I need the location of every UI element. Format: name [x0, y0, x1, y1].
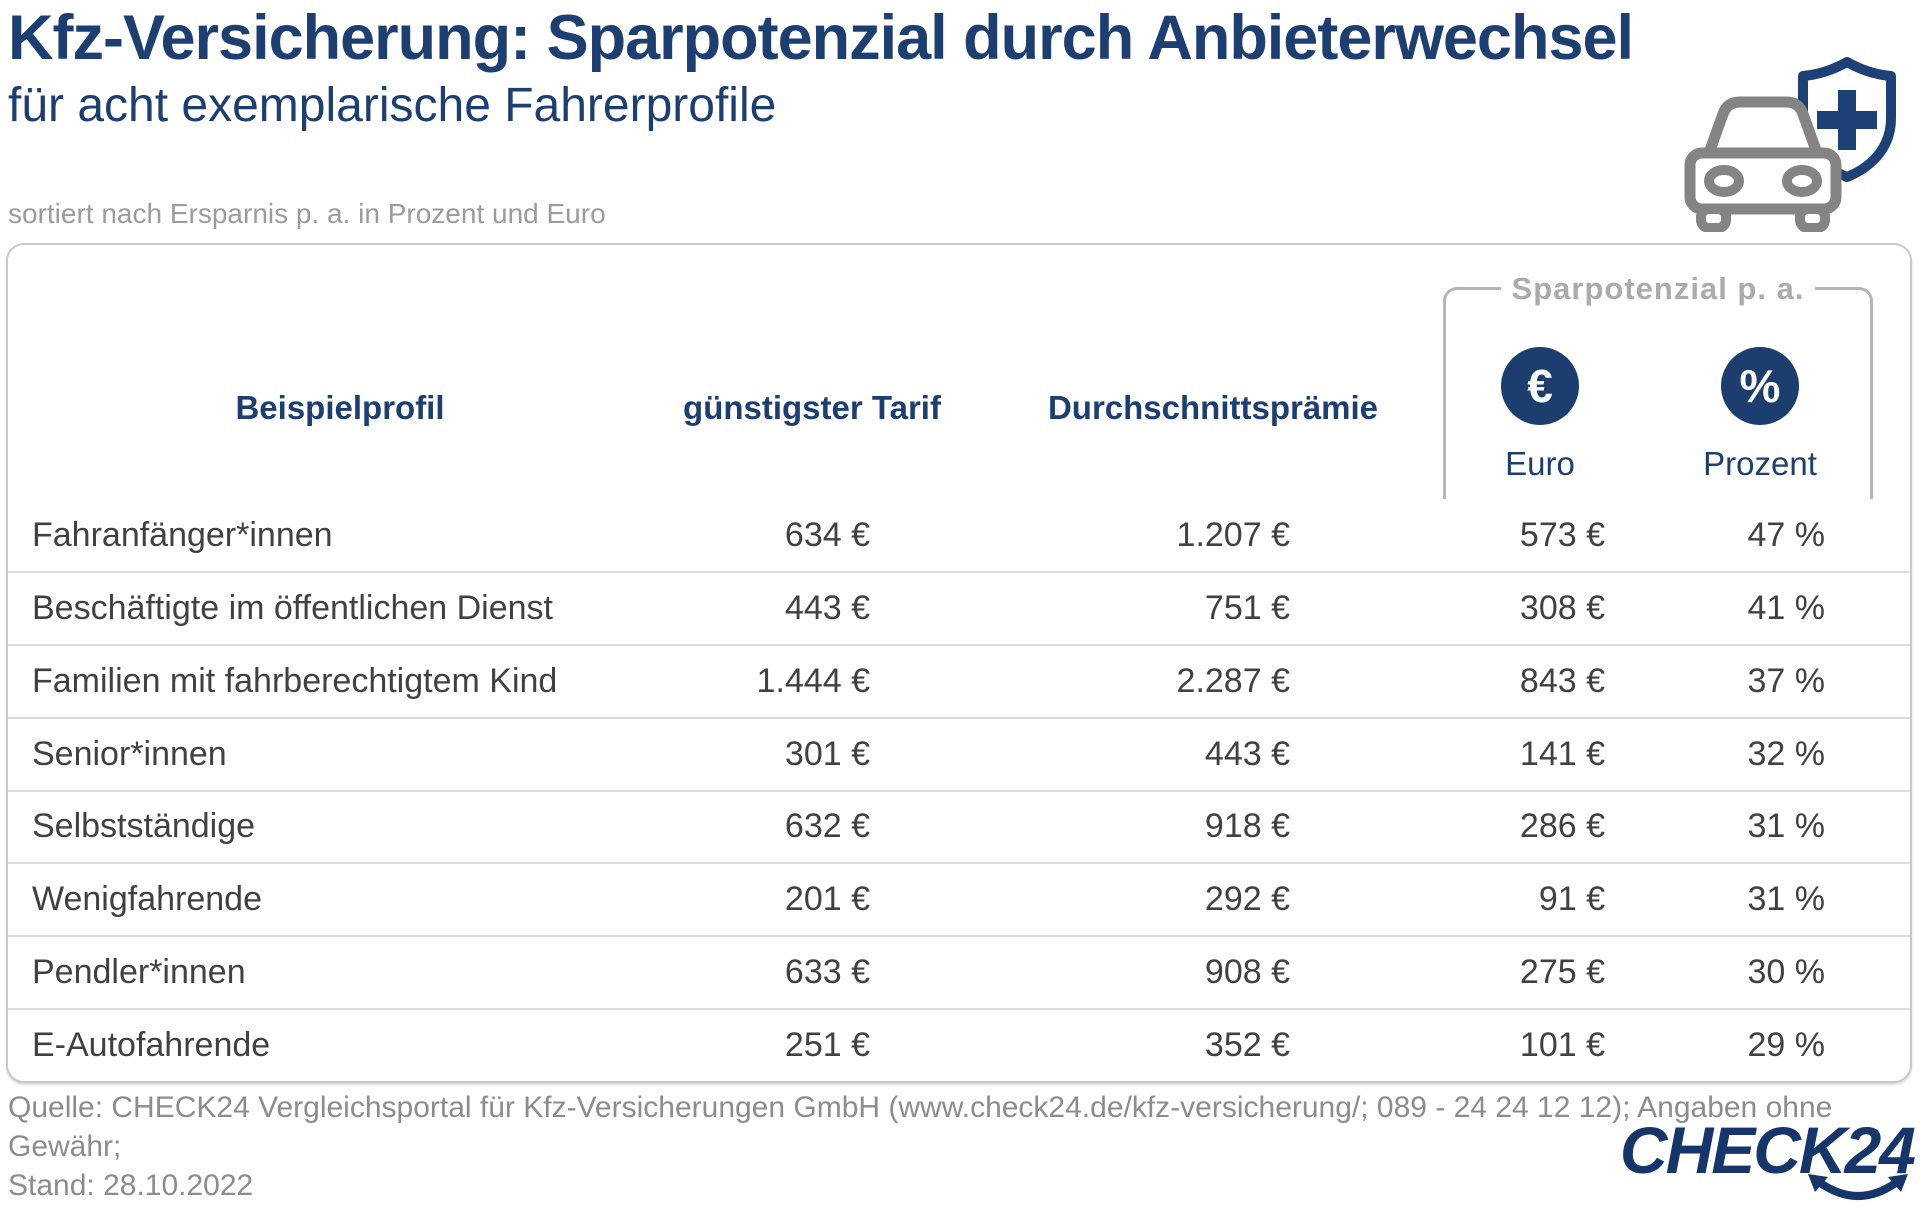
row-profile: Senior*innen	[32, 734, 227, 773]
check24-logo-text: CHECK24	[1619, 1113, 1916, 1187]
row-savings-percent: 32 %	[1747, 734, 1826, 773]
row-savings-percent: 41 %	[1747, 588, 1826, 627]
row-savings-euro: 101 €	[1519, 1026, 1605, 1065]
table-row: Senior*innen 301 € 443 € 141 € 32 %	[8, 716, 1910, 790]
page-subtitle: für acht exemplarische Fahrerprofile	[8, 79, 777, 132]
source-line-2: Stand: 28.10.2022	[8, 1169, 254, 1202]
row-cheapest-tariff: 1.444 €	[756, 661, 870, 700]
row-average-premium: 751 €	[1204, 588, 1290, 627]
table-row: Familien mit fahrberechtigtem Kind 1.444…	[8, 643, 1910, 717]
table-rows: Fahranfänger*innen 634 € 1.207 € 573 € 4…	[8, 500, 1910, 1081]
page-title: Kfz-Versicherung: Sparpotenzial durch An…	[8, 3, 1634, 73]
column-header-profile: Beispielprofil	[235, 389, 445, 426]
row-cheapest-tariff: 301 €	[784, 734, 870, 773]
savings-bracket-left	[1443, 287, 1501, 499]
row-average-premium: 2.287 €	[1176, 661, 1290, 700]
table-row: Selbstständige 632 € 918 € 286 € 31 %	[8, 789, 1910, 863]
savings-group-label: Sparpotenzial p. a.	[1511, 271, 1805, 306]
row-average-premium: 443 €	[1204, 734, 1290, 773]
euro-column-label: Euro	[1505, 445, 1575, 482]
row-profile: Beschäftigte im öffentlichen Dienst	[32, 588, 553, 627]
check24-logo: CHECK24	[1584, 1112, 1916, 1204]
row-profile: Pendler*innen	[32, 953, 246, 992]
row-average-premium: 918 €	[1204, 807, 1290, 846]
table-row: E-Autofahrende 251 € 352 € 101 € 29 %	[8, 1008, 1910, 1081]
row-savings-euro: 141 €	[1519, 734, 1605, 773]
euro-symbol: €	[1527, 360, 1553, 412]
table-row: Wenigfahrende 201 € 292 € 91 € 31 %	[8, 862, 1910, 935]
row-profile: Fahranfänger*innen	[32, 515, 333, 554]
row-average-premium: 908 €	[1204, 953, 1290, 992]
row-savings-euro: 286 €	[1519, 807, 1605, 846]
sort-note: sortiert nach Ersparnis p. a. in Prozent…	[8, 198, 606, 229]
table-row: Pendler*innen 633 € 908 € 275 € 30 %	[8, 935, 1910, 1008]
row-savings-percent: 30 %	[1747, 953, 1826, 992]
row-savings-percent: 29 %	[1747, 1026, 1826, 1065]
row-profile: Selbstständige	[32, 807, 256, 846]
row-average-premium: 352 €	[1204, 1026, 1290, 1065]
row-savings-euro: 91 €	[1538, 880, 1605, 919]
table-card: Beispielprofil günstigster Tarif Durchsc…	[6, 243, 1912, 1083]
row-savings-euro: 308 €	[1519, 588, 1605, 627]
table-header: Beispielprofil günstigster Tarif Durchsc…	[8, 245, 1910, 500]
percent-circle-icon: %	[1721, 347, 1799, 425]
table-row: Fahranfänger*innen 634 € 1.207 € 573 € 4…	[8, 500, 1910, 571]
euro-circle-icon: €	[1501, 347, 1579, 425]
row-savings-euro: 573 €	[1519, 515, 1605, 554]
row-savings-percent: 31 %	[1747, 880, 1826, 919]
row-cheapest-tariff: 634 €	[784, 515, 870, 554]
row-cheapest-tariff: 633 €	[784, 953, 870, 992]
source-line-1: Quelle: CHECK24 Vergleichsportal für Kfz…	[8, 1091, 1833, 1163]
check24-smile-arrow-icon	[1808, 1174, 1908, 1200]
column-header-average-premium: Durchschnittsprämie	[1047, 389, 1379, 426]
row-cheapest-tariff: 443 €	[784, 588, 870, 627]
percent-symbol: %	[1739, 360, 1781, 412]
row-average-premium: 1.207 €	[1176, 515, 1290, 554]
row-average-premium: 292 €	[1204, 880, 1290, 919]
source-note: Quelle: CHECK24 Vergleichsportal für Kfz…	[8, 1088, 1920, 1205]
row-savings-percent: 47 %	[1747, 515, 1826, 554]
row-cheapest-tariff: 251 €	[784, 1026, 870, 1065]
table-row: Beschäftigte im öffentlichen Dienst 443 …	[8, 570, 1910, 644]
row-profile: E-Autofahrende	[32, 1026, 271, 1065]
car-shield-plus-icon	[1682, 56, 1904, 237]
row-profile: Familien mit fahrberechtigtem Kind	[32, 661, 558, 700]
row-cheapest-tariff: 632 €	[784, 807, 870, 846]
row-savings-percent: 37 %	[1747, 661, 1826, 700]
row-savings-percent: 31 %	[1747, 807, 1826, 846]
savings-bracket-right	[1815, 287, 1873, 499]
row-savings-euro: 275 €	[1519, 953, 1605, 992]
column-header-cheapest-tariff: günstigster Tarif	[683, 389, 941, 426]
row-profile: Wenigfahrende	[32, 880, 262, 919]
row-cheapest-tariff: 201 €	[784, 880, 870, 919]
row-savings-euro: 843 €	[1519, 661, 1605, 700]
percent-column-label: Prozent	[1703, 445, 1817, 482]
